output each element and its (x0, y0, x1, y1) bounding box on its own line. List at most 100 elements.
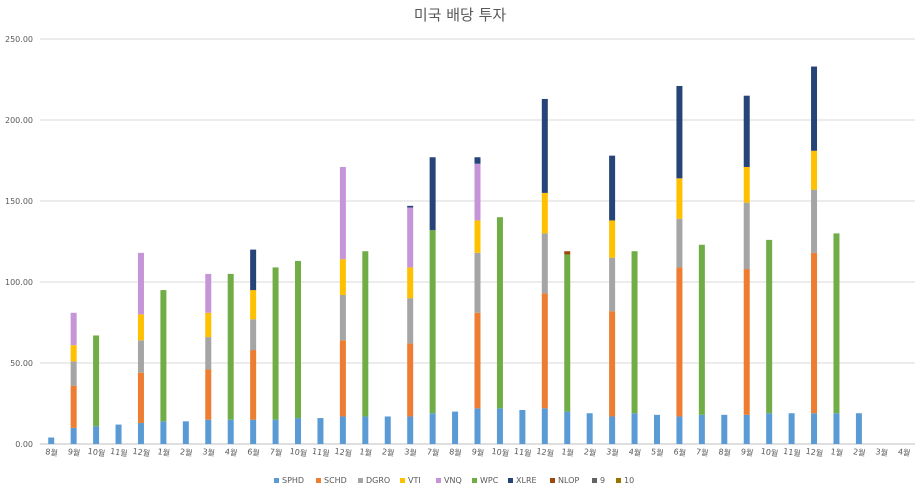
x-tick-label: 10월 (760, 446, 779, 458)
x-tick-label: 12월 (334, 446, 353, 458)
bar-segment (48, 437, 55, 444)
x-axis-ticks: 8월 9월 10월 11월 12월 1월 2월 3월 4월 6월 7월 10월 11월 12월 1월 2월 3월… (45, 446, 911, 458)
bar-segment (631, 413, 638, 444)
bar-segment (339, 259, 346, 295)
bar-segment (250, 419, 257, 444)
bar-segment (743, 95, 750, 167)
y-tick-label: 100.00 (5, 278, 33, 287)
bar-segment (609, 257, 616, 312)
x-tick-label: 9월 (67, 446, 81, 458)
x-tick-label: 6월 (673, 446, 687, 458)
bar-segment (115, 424, 122, 444)
bar-segment (205, 312, 212, 338)
bar-segment (362, 251, 369, 417)
bar-segment (676, 178, 683, 219)
bar-segment (811, 413, 818, 444)
legend-label: DGRO (366, 476, 390, 485)
x-tick-label: 1월 (561, 446, 575, 458)
bar-segment (205, 337, 212, 370)
x-tick-label: 9월 (471, 446, 485, 458)
legend-swatch (550, 478, 555, 483)
bar-segment (698, 414, 705, 444)
x-tick-label: 2월 (852, 446, 866, 458)
bar-segment (137, 422, 144, 444)
bar-segment (609, 155, 616, 221)
bar-segment (743, 269, 750, 415)
x-tick-label: 4월 (224, 446, 238, 458)
bar-segment (811, 66, 818, 151)
bar-segment (250, 290, 257, 320)
bar-segment (541, 192, 548, 234)
bar-segment (70, 361, 77, 386)
y-tick-label: 200.00 (5, 116, 33, 125)
x-tick-label: 3월 (202, 446, 216, 458)
bar-segment (474, 157, 481, 164)
x-tick-label: 2월 (381, 446, 395, 458)
bar-segment (227, 273, 234, 420)
bar-segment (137, 314, 144, 341)
bar-segment (160, 290, 167, 422)
bar-segment (407, 343, 414, 417)
x-tick-label: 10월 (289, 446, 308, 458)
x-tick-label: 12월 (132, 446, 151, 458)
bar-segment (474, 252, 481, 313)
bar-segment (721, 414, 728, 444)
x-tick-label: 8월 (449, 446, 463, 458)
x-tick-label: 3월 (606, 446, 620, 458)
bar-segment (811, 189, 818, 253)
legend-label: SCHD (324, 476, 347, 485)
bar-segment (743, 414, 750, 444)
y-axis-ticks: 0.00 50.00 100.00 150.00 200.00 250.00 (5, 35, 33, 449)
legend-label: 9 (600, 476, 605, 485)
bar-segment (137, 340, 144, 373)
bar-segment (407, 205, 414, 208)
bar-segment (609, 416, 616, 444)
bar-segment (250, 249, 257, 291)
x-tick-label: 1월 (359, 446, 373, 458)
legend-swatch (358, 478, 363, 483)
bar-segment (137, 252, 144, 315)
bar-segment (609, 311, 616, 417)
bar-segment (70, 312, 77, 346)
bar-segment (564, 251, 571, 255)
x-tick-label: 11월 (513, 446, 532, 458)
legend-swatch (400, 478, 405, 483)
bar-segment (609, 220, 616, 258)
bar-segment (541, 98, 548, 193)
x-tick-label: 10월 (87, 446, 106, 458)
x-tick-label: 12월 (805, 446, 824, 458)
bar-segment (452, 411, 459, 444)
bar-segment (766, 413, 773, 444)
bar-segment (631, 251, 638, 414)
bar-segment (317, 418, 324, 444)
x-tick-label: 11월 (783, 446, 802, 458)
legend-swatch (508, 478, 513, 483)
bar-segment (564, 411, 571, 444)
bar-segment (339, 294, 346, 341)
y-tick-label: 250.00 (5, 35, 33, 44)
bar-segment (407, 416, 414, 444)
bar-segment (474, 163, 481, 221)
bar-segment (205, 273, 212, 313)
x-tick-label: 5월 (651, 446, 665, 458)
bar-segment (407, 267, 414, 299)
y-tick-label: 50.00 (10, 359, 33, 368)
bar-segment (564, 254, 571, 412)
bar-segment (788, 413, 795, 444)
bar-segment (70, 345, 77, 362)
bar-segment (70, 385, 77, 428)
y-tick-label: 150.00 (5, 197, 33, 206)
bar-segment (811, 150, 818, 190)
bar-segment (227, 419, 234, 444)
bar-segment (70, 427, 77, 444)
bar-segment (250, 350, 257, 420)
bar-segment (272, 419, 279, 444)
bar-segment (272, 267, 279, 420)
x-tick-label: 8월 (718, 446, 732, 458)
bar-segment (429, 157, 436, 231)
legend-swatch (616, 478, 621, 483)
chart-title: 미국 배당 투자 (413, 6, 507, 24)
bar-segment (137, 372, 144, 423)
bar-segment (384, 416, 391, 444)
